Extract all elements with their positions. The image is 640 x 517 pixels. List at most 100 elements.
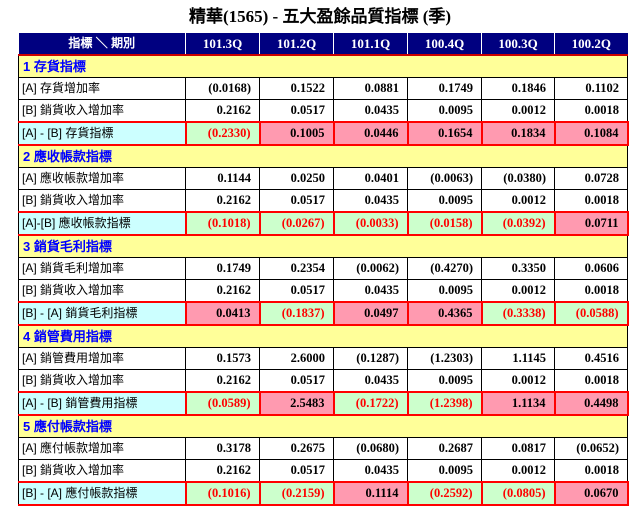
value-cell: 0.4498 bbox=[553, 391, 629, 416]
value-cell: 0.0413 bbox=[184, 301, 261, 326]
value-cell: 0.0435 bbox=[333, 189, 408, 213]
row-label: [B] - [A] 應付帳款指標 bbox=[18, 481, 187, 506]
value-cell: (0.0680) bbox=[333, 437, 408, 460]
table-row: [B] 銷貨收入增加率 0.2162 0.0517 0.0435 0.0095 0.001… bbox=[18, 99, 628, 123]
value-cell: (0.0168) bbox=[185, 77, 260, 100]
section-header-row: 5 應付帳款指標 bbox=[18, 414, 628, 438]
value-cell: 0.3350 bbox=[481, 257, 555, 280]
section-title: 5 應付帳款指標 bbox=[18, 414, 628, 438]
value-cell: (0.0380) bbox=[481, 167, 555, 190]
value-cell: (1.2303) bbox=[407, 347, 482, 370]
value-cell: (0.0588) bbox=[553, 301, 629, 326]
table-row: [A] 銷管費用增加率 0.1573 2.6000 (0.1287) (1.2303) 1… bbox=[18, 347, 628, 370]
value-cell: 2.5483 bbox=[258, 391, 335, 416]
value-cell: 0.0435 bbox=[333, 459, 408, 483]
value-cell: (0.0062) bbox=[333, 257, 408, 280]
table-row: [B] 銷貨收入增加率 0.2162 0.0517 0.0435 0.0095 0.001… bbox=[18, 369, 628, 393]
value-cell: 2.6000 bbox=[259, 347, 334, 370]
table-header-row: 指標 ＼ 期別 101.3Q 101.2Q 101.1Q 100.4Q 100.… bbox=[18, 33, 628, 56]
summary-row: [B] - [A] 銷貨毛利指標 0.0413 (0.1837) 0.0497 0.43… bbox=[18, 301, 629, 326]
row-label: [B] 銷貨收入增加率 bbox=[18, 369, 186, 393]
value-cell: (0.0805) bbox=[480, 481, 556, 506]
value-cell: 0.0517 bbox=[259, 279, 334, 303]
value-cell: 0.2675 bbox=[259, 437, 334, 460]
value-cell: 0.0095 bbox=[407, 189, 482, 213]
page-title: 精華(1565) - 五大盈餘品質指標 (季) bbox=[188, 7, 452, 26]
summary-row: [A] - [B] 存貨指標 (0.2330) 0.1005 0.0446 0.1654… bbox=[18, 121, 629, 146]
value-cell: 0.1522 bbox=[259, 77, 334, 100]
row-label: [B] 銷貨收入增加率 bbox=[18, 279, 186, 303]
value-cell: 0.1749 bbox=[185, 257, 260, 280]
value-cell: (0.1018) bbox=[184, 211, 261, 236]
value-cell: (0.0652) bbox=[554, 437, 628, 460]
value-cell: 0.0401 bbox=[333, 167, 408, 190]
table-row: [B] 銷貨收入增加率 0.2162 0.0517 0.0435 0.0095 0.001… bbox=[18, 189, 628, 213]
value-cell: 0.0012 bbox=[481, 279, 555, 303]
table-row: [A] 應付帳款增加率 0.3178 0.2675 (0.0680) 0.2687 0.0… bbox=[18, 437, 628, 460]
table-row: [A] 應收帳款增加率 0.1144 0.0250 0.0401 (0.0063) (0.… bbox=[18, 167, 628, 190]
table-row: [A] 存貨增加率 (0.0168) 0.1522 0.0881 0.1749 0.184… bbox=[18, 77, 628, 100]
header-period: 100.4Q bbox=[407, 33, 482, 56]
value-cell: 0.2162 bbox=[185, 279, 260, 303]
value-cell: (0.2159) bbox=[258, 481, 335, 506]
value-cell: 0.0012 bbox=[481, 189, 555, 213]
value-cell: 0.1114 bbox=[332, 481, 409, 506]
section-title: 1 存貨指標 bbox=[18, 54, 628, 78]
value-cell: 0.0817 bbox=[481, 437, 555, 460]
value-cell: 0.1144 bbox=[185, 167, 260, 190]
row-label: [A] 應付帳款增加率 bbox=[18, 437, 186, 460]
value-cell: 0.0435 bbox=[333, 99, 408, 123]
value-cell: (1.2398) bbox=[406, 391, 483, 416]
value-cell: (0.1722) bbox=[332, 391, 409, 416]
table-row: [B] 銷貨收入增加率 0.2162 0.0517 0.0435 0.0095 0.001… bbox=[18, 279, 628, 303]
value-cell: 0.0012 bbox=[481, 369, 555, 393]
header-period: 101.1Q bbox=[333, 33, 408, 56]
value-cell: 0.0435 bbox=[333, 279, 408, 303]
value-cell: 0.2162 bbox=[185, 459, 260, 483]
value-cell: 0.0881 bbox=[333, 77, 408, 100]
value-cell: 0.0728 bbox=[554, 167, 628, 190]
section-title: 3 銷貨毛利指標 bbox=[18, 234, 628, 258]
section-title: 2 應收帳款指標 bbox=[18, 144, 628, 168]
value-cell: 0.1654 bbox=[406, 121, 483, 146]
value-cell: (0.1837) bbox=[258, 301, 335, 326]
value-cell: 1.1134 bbox=[480, 391, 556, 416]
value-cell: 0.0497 bbox=[332, 301, 409, 326]
value-cell: 0.0018 bbox=[554, 369, 628, 393]
header-period: 100.2Q bbox=[554, 33, 628, 56]
value-cell: 0.1846 bbox=[481, 77, 555, 100]
value-cell: 0.0446 bbox=[332, 121, 409, 146]
value-cell: 0.1005 bbox=[258, 121, 335, 146]
value-cell: 0.2354 bbox=[259, 257, 334, 280]
value-cell: (0.0063) bbox=[407, 167, 482, 190]
value-cell: 0.1573 bbox=[185, 347, 260, 370]
value-cell: (0.0158) bbox=[406, 211, 483, 236]
value-cell: 0.0670 bbox=[553, 481, 629, 506]
row-label: [B] - [A] 銷貨毛利指標 bbox=[18, 301, 187, 326]
header-label: 指標 ＼ 期別 bbox=[18, 33, 186, 56]
summary-row: [B] - [A] 應付帳款指標 (0.1016) (0.2159) 0.1114 (0… bbox=[18, 481, 629, 506]
section-header-row: 2 應收帳款指標 bbox=[18, 144, 628, 168]
header-period: 101.2Q bbox=[259, 33, 334, 56]
value-cell: 0.0018 bbox=[554, 189, 628, 213]
value-cell: 0.1749 bbox=[407, 77, 482, 100]
row-label: [A] 銷管費用增加率 bbox=[18, 347, 186, 370]
value-cell: 0.0517 bbox=[259, 369, 334, 393]
value-cell: 0.0095 bbox=[407, 459, 482, 483]
section-header-row: 4 銷管費用指標 bbox=[18, 324, 628, 348]
value-cell: 0.0517 bbox=[259, 189, 334, 213]
value-cell: 0.0435 bbox=[333, 369, 408, 393]
table-row: [A] 銷貨毛利增加率 0.1749 0.2354 (0.0062) (0.4270) 0… bbox=[18, 257, 628, 280]
value-cell: 0.0711 bbox=[553, 211, 629, 236]
value-cell: 0.0095 bbox=[407, 99, 482, 123]
header-period: 101.3Q bbox=[185, 33, 260, 56]
value-cell: 0.0095 bbox=[407, 369, 482, 393]
section-title: 4 銷管費用指標 bbox=[18, 324, 628, 348]
value-cell: 0.0517 bbox=[259, 459, 334, 483]
summary-row: [A] - [B] 銷管費用指標 (0.0589) 2.5483 (0.1722) (1… bbox=[18, 391, 629, 416]
row-label: [B] 銷貨收入增加率 bbox=[18, 99, 186, 123]
value-cell: 0.0012 bbox=[481, 99, 555, 123]
value-cell: 1.1145 bbox=[481, 347, 555, 370]
value-cell: 0.0606 bbox=[554, 257, 628, 280]
